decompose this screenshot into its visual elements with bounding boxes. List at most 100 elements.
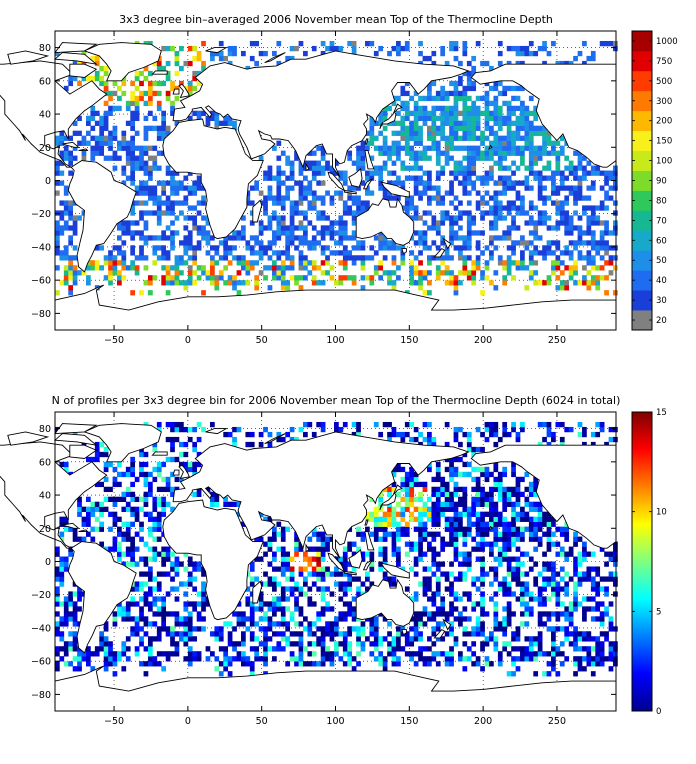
bin-cell <box>493 100 499 107</box>
bin-cell <box>112 541 118 547</box>
bin-cell <box>555 541 561 547</box>
bin-cell <box>449 225 454 231</box>
bin-cell <box>263 656 268 662</box>
bin-cell <box>205 230 211 236</box>
bin-cell <box>462 120 468 126</box>
bin-cell <box>165 436 171 443</box>
bin-cell <box>117 471 122 478</box>
bin-cell <box>249 200 255 206</box>
bin-cell <box>422 531 428 537</box>
bin-cell <box>263 646 268 652</box>
bin-cell <box>121 80 127 87</box>
bin-cell <box>480 275 485 281</box>
bin-cell <box>466 551 472 557</box>
landmass-tasmania <box>401 629 407 636</box>
bin-cell <box>502 501 508 507</box>
bin-cell <box>453 486 459 493</box>
bin-cell <box>307 596 313 602</box>
bin-cell <box>59 130 65 136</box>
bin-cell <box>577 661 583 667</box>
bin-cell <box>258 606 264 612</box>
bin-cell <box>187 235 193 241</box>
bin-cell <box>546 140 552 146</box>
bin-cell <box>502 280 508 286</box>
bin-cell <box>400 566 406 572</box>
bin-cell <box>165 265 171 271</box>
bin-cell <box>356 240 361 246</box>
bin-cell <box>254 656 260 662</box>
bin-cell <box>475 125 481 131</box>
bin-cell <box>409 471 415 478</box>
bin-cell <box>511 240 516 246</box>
colorbar-swatch <box>632 170 652 191</box>
bin-cell <box>404 636 410 642</box>
bin-cell <box>134 270 140 276</box>
bin-cell <box>577 230 583 236</box>
bin-cell <box>294 621 299 627</box>
bin-cell <box>121 611 127 617</box>
bin-cell <box>462 506 468 512</box>
bin-cell <box>183 451 189 458</box>
bin-cell <box>484 110 490 117</box>
bin-cell <box>409 205 415 211</box>
bin-cell <box>232 235 237 241</box>
bin-cell <box>59 656 65 662</box>
bin-cell <box>511 471 516 478</box>
bin-cell <box>586 250 592 256</box>
bin-cell <box>249 265 255 271</box>
bin-cell <box>86 456 91 463</box>
bin-cell <box>311 531 317 537</box>
bin-cell <box>613 641 618 647</box>
bin-cell <box>555 245 561 251</box>
bin-cell <box>86 275 91 281</box>
bin-cell <box>125 501 131 507</box>
bin-cell <box>542 596 547 602</box>
bin-cell <box>475 205 481 211</box>
bin-cell <box>387 180 392 186</box>
bin-cell <box>431 486 437 493</box>
bin-cell <box>409 260 415 266</box>
bin-cell <box>435 195 441 201</box>
bin-cell <box>179 441 184 448</box>
bin-cell <box>378 115 384 121</box>
bin-cell <box>72 145 78 151</box>
bin-cell <box>320 596 326 602</box>
bin-cell <box>458 501 463 507</box>
bin-cell <box>276 521 282 527</box>
bin-cell <box>148 586 153 592</box>
bin-cell <box>72 270 78 276</box>
bin-cell <box>524 581 530 587</box>
bin-cell <box>577 431 583 438</box>
bin-cell <box>63 245 69 251</box>
landmass-japan <box>379 484 403 511</box>
bin-cell <box>311 205 317 211</box>
bin-cell <box>218 120 224 126</box>
bin-cell <box>444 521 450 527</box>
bin-cell <box>103 155 109 161</box>
bin-cell <box>418 621 423 627</box>
bin-cell <box>475 245 481 251</box>
bin-cell <box>55 646 60 652</box>
colorbar-swatch <box>632 150 652 171</box>
bin-cell <box>55 165 60 171</box>
bin-cell <box>325 255 330 261</box>
bin-cell <box>351 255 357 261</box>
bin-cell <box>249 601 255 607</box>
bin-cell <box>515 135 521 141</box>
bin-cell <box>351 431 357 438</box>
bin-cell <box>320 155 326 161</box>
bin-cell <box>453 220 459 226</box>
bin-cell <box>404 115 410 121</box>
bin-cell <box>232 230 237 236</box>
bin-cell <box>276 606 282 612</box>
bin-cell <box>272 265 277 271</box>
bin-cell <box>99 631 105 637</box>
bin-cell <box>134 646 140 652</box>
bin-cell <box>559 436 565 443</box>
bin-cell <box>604 245 609 251</box>
bin-cell <box>254 185 260 191</box>
bin-cell <box>444 105 450 112</box>
bin-cell <box>342 616 348 622</box>
bin-cell <box>493 486 499 493</box>
bin-cell <box>143 100 149 107</box>
